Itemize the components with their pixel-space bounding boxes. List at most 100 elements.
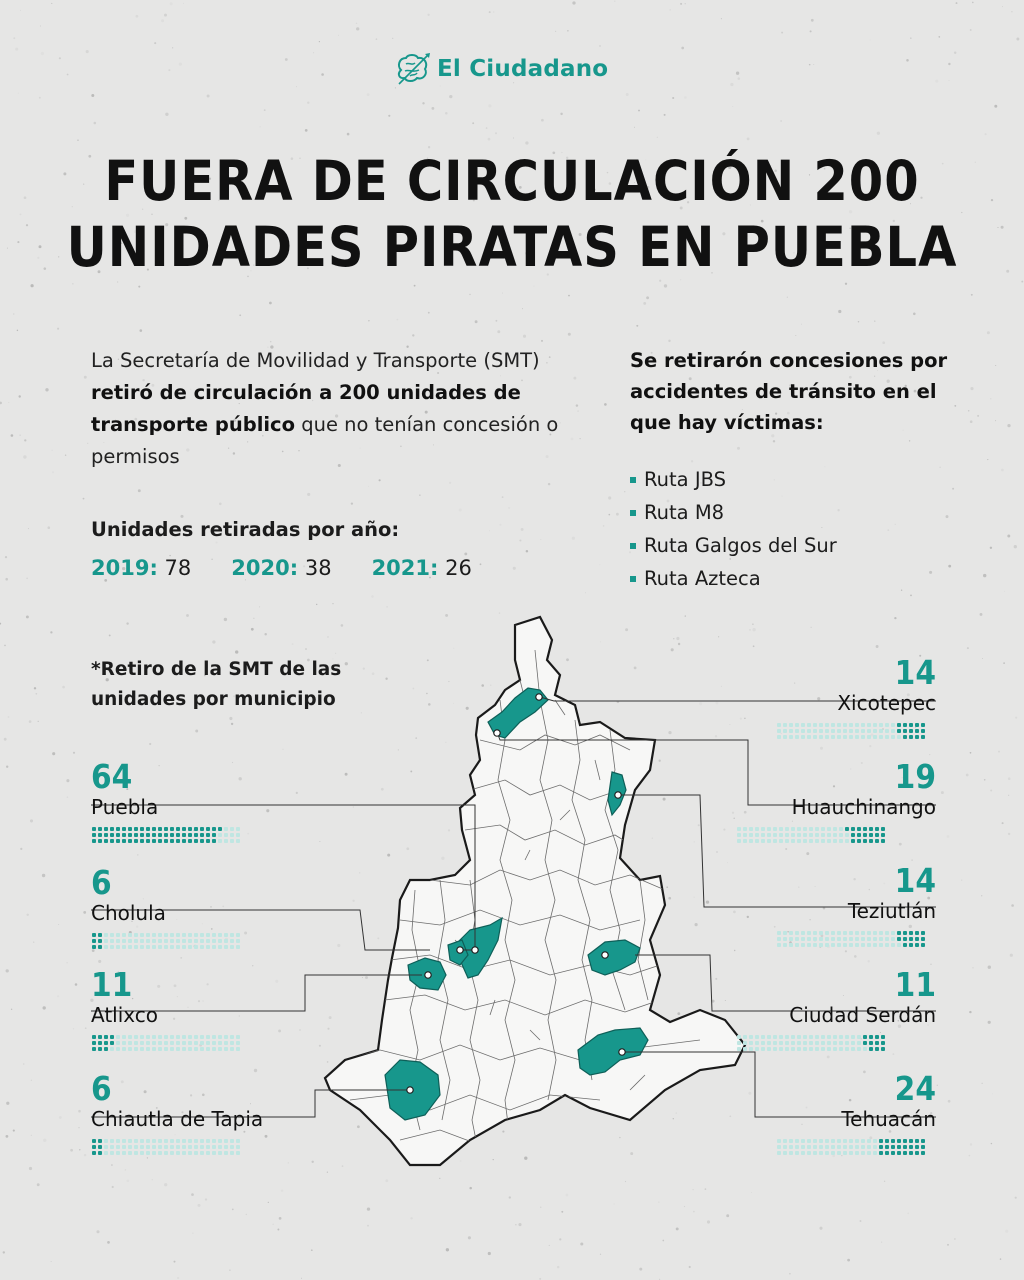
unit-dot xyxy=(146,939,150,943)
unit-dot-bar xyxy=(776,930,936,948)
unit-dot xyxy=(827,833,831,837)
unit-dot xyxy=(110,1035,114,1039)
unit-dot xyxy=(194,1035,198,1039)
unit-dot xyxy=(128,933,132,937)
unit-dot xyxy=(867,1145,871,1149)
unit-dot xyxy=(176,945,180,949)
unit-dot xyxy=(128,939,132,943)
unit-dot xyxy=(170,1145,174,1149)
unit-dot xyxy=(831,937,835,941)
unit-dot xyxy=(825,735,829,739)
unit-dot xyxy=(152,1035,156,1039)
unit-dot xyxy=(903,937,907,941)
unit-dot xyxy=(843,729,847,733)
unit-dot xyxy=(152,1047,156,1051)
unit-dot xyxy=(164,1041,168,1045)
unit-dot xyxy=(809,827,813,831)
unit-dot xyxy=(212,833,216,837)
unit-dot xyxy=(807,1151,811,1155)
unit-dot xyxy=(855,1151,859,1155)
intro-text-2: que no tenían concesión o permisos xyxy=(91,413,559,468)
unit-dot xyxy=(891,729,895,733)
bullet-icon xyxy=(630,542,636,549)
unit-dot xyxy=(863,839,867,843)
unit-dot xyxy=(845,827,849,831)
unit-dot xyxy=(875,827,879,831)
unit-dot xyxy=(921,1151,925,1155)
unit-dot xyxy=(98,1035,102,1039)
unit-dot xyxy=(218,1041,222,1045)
unit-dot xyxy=(831,1151,835,1155)
unit-dot xyxy=(230,1145,234,1149)
unit-dot xyxy=(891,723,895,727)
unit-dot-bar xyxy=(91,1138,263,1156)
unit-dot xyxy=(92,833,96,837)
unit-dot xyxy=(891,1151,895,1155)
unit-dot xyxy=(821,1047,825,1051)
unit-dot xyxy=(855,943,859,947)
unit-dot xyxy=(843,931,847,935)
unit-dot xyxy=(915,937,919,941)
unit-dot xyxy=(903,943,907,947)
unit-dot xyxy=(891,1145,895,1149)
unit-dot xyxy=(128,1035,132,1039)
unit-dot xyxy=(843,937,847,941)
unit-dot xyxy=(176,1145,180,1149)
unit-dot xyxy=(831,1139,835,1143)
unit-dot xyxy=(795,729,799,733)
unit-dot xyxy=(116,933,120,937)
unit-dot xyxy=(110,939,114,943)
unit-dot xyxy=(230,827,234,831)
unit-dot xyxy=(915,729,919,733)
unit-dot xyxy=(206,1145,210,1149)
unit-dot xyxy=(92,933,96,937)
unit-dot xyxy=(795,931,799,935)
municipality-value: 14 xyxy=(894,653,936,692)
unit-dot xyxy=(188,1047,192,1051)
unit-dot xyxy=(134,939,138,943)
unit-dot xyxy=(867,735,871,739)
unit-dot xyxy=(218,1035,222,1039)
unit-dot xyxy=(795,1151,799,1155)
unit-dot xyxy=(861,937,865,941)
unit-dot xyxy=(813,943,817,947)
unit-dot xyxy=(843,943,847,947)
unit-dot xyxy=(867,1151,871,1155)
unit-dot xyxy=(158,1047,162,1051)
unit-dot xyxy=(831,729,835,733)
unit-dot xyxy=(182,833,186,837)
unit-dot xyxy=(224,933,228,937)
unit-dot xyxy=(897,943,901,947)
unit-dot xyxy=(837,1145,841,1149)
unit-dot xyxy=(158,839,162,843)
unit-dot xyxy=(224,939,228,943)
unit-dot xyxy=(128,945,132,949)
unit-dot xyxy=(158,939,162,943)
unit-dot xyxy=(116,1145,120,1149)
year-value: 26 xyxy=(445,556,472,580)
unit-dot xyxy=(116,839,120,843)
unit-dot xyxy=(218,1151,222,1155)
unit-dot xyxy=(921,937,925,941)
unit-dot xyxy=(110,1047,114,1051)
unit-dot xyxy=(218,1047,222,1051)
unit-dot xyxy=(915,735,919,739)
municipality-tehuacan: 24 Tehuacán xyxy=(776,1072,936,1156)
unit-dot xyxy=(134,945,138,949)
unit-dot xyxy=(176,939,180,943)
municipality-value: 14 xyxy=(894,861,936,900)
unit-dot xyxy=(815,839,819,843)
unit-dot xyxy=(875,1035,879,1039)
unit-dot xyxy=(879,723,883,727)
unit-dot xyxy=(110,833,114,837)
unit-dot xyxy=(194,1139,198,1143)
unit-dot xyxy=(122,945,126,949)
unit-dot xyxy=(839,1035,843,1039)
unit-dot xyxy=(212,827,216,831)
unit-dot xyxy=(885,729,889,733)
unit-dot xyxy=(851,833,855,837)
unit-dot xyxy=(801,1145,805,1149)
unit-dot xyxy=(891,735,895,739)
unit-dot xyxy=(761,1041,765,1045)
highlighted-municipalities xyxy=(384,687,649,1121)
